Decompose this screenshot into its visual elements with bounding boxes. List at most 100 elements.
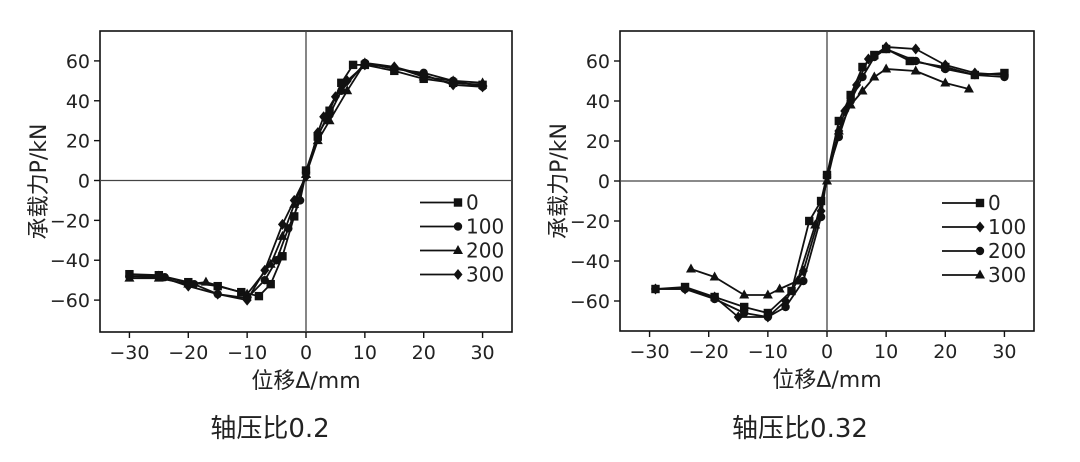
data-point-300: [183, 280, 193, 292]
legend-marker-200: [975, 246, 985, 256]
data-point-300: [289, 194, 299, 206]
legend-marker-100: [453, 222, 463, 231]
data-point-200: [858, 72, 867, 82]
data-point-100: [852, 79, 862, 91]
x-axis-title: 位移Δ/mm: [772, 368, 881, 393]
data-point-0: [337, 78, 346, 88]
data-point-300: [709, 271, 720, 281]
y-tick-label: 0: [78, 171, 90, 193]
data-point-200: [816, 212, 826, 222]
data-point-300: [301, 171, 311, 183]
data-point-300: [940, 77, 951, 87]
chart-panel-right: 轴压比0.32 −30 −20 −10 0 10 20 30 −60 −40 −20 0 20 40 60…: [540, 0, 1080, 462]
chart-axial-ratio-0-32: 轴压比0.32 −30 −20 −10 0 10 20 30 −60 −40 −20 0 20 40 60…: [547, 30, 1035, 444]
data-point-300: [833, 125, 844, 135]
data-point-100: [911, 43, 921, 55]
x-tick-label: 30: [992, 341, 1016, 363]
data-point-200: [763, 312, 773, 322]
data-point-300: [389, 61, 399, 73]
data-point-200: [970, 70, 980, 80]
data-point-300: [448, 79, 458, 91]
data-point-200: [941, 64, 950, 74]
chart-panel-left: 轴压比0.2 −30 −20 −10 0 10 20 30 −60 −40 −20 0 20 40 60 位…: [27, 30, 513, 444]
series-line-300: [690, 68, 970, 296]
data-point-300: [685, 263, 696, 273]
x-tick-label: −10: [748, 341, 788, 363]
data-point-300: [154, 270, 164, 282]
data-point-0: [905, 56, 914, 66]
x-tick-label: 30: [470, 342, 494, 364]
x-tick-label: −30: [630, 341, 670, 363]
y-tick-label: 60: [586, 51, 610, 73]
legend-marker-0: [975, 198, 985, 208]
legend-marker-300: [975, 269, 985, 279]
data-point-200: [324, 115, 335, 125]
data-point-200: [342, 85, 353, 95]
data-point-200: [710, 294, 719, 304]
data-point-300: [478, 81, 488, 93]
data-point-300: [845, 99, 856, 109]
legend-label-100: 100: [466, 215, 504, 239]
y-tick-label: 60: [66, 51, 90, 73]
data-point-300: [360, 59, 370, 71]
legend-label-100: 100: [988, 215, 1026, 239]
data-point-300: [869, 71, 880, 81]
data-point-300: [857, 85, 868, 95]
x-tick-label: −20: [689, 341, 729, 363]
data-point-0: [805, 216, 814, 226]
data-point-200: [781, 302, 790, 312]
data-point-0: [846, 90, 855, 100]
data-point-300: [910, 65, 921, 75]
legend-marker-200: [453, 245, 463, 255]
data-point-100: [863, 53, 873, 65]
data-point-100: [260, 275, 269, 285]
data-point-200: [265, 258, 276, 268]
y-tick-label: 20: [586, 131, 610, 153]
data-point-200: [911, 56, 920, 66]
data-point-300: [792, 275, 803, 285]
data-point-300: [342, 75, 352, 87]
y-tick-label: −60: [570, 291, 610, 313]
legend-label-200: 200: [988, 239, 1026, 263]
chart-caption: 轴压比0.2: [210, 414, 329, 444]
x-tick-label: 10: [353, 342, 377, 364]
series-line-300: [129, 63, 483, 302]
x-tick-label: −10: [227, 342, 267, 364]
data-point-0: [266, 279, 275, 289]
data-point-300: [277, 218, 287, 230]
data-point-300: [242, 294, 252, 306]
x-tick-label: −30: [109, 342, 149, 364]
x-tick-label: 20: [933, 341, 957, 363]
data-point-300: [774, 283, 785, 293]
data-point-300: [963, 83, 974, 93]
data-point-200: [277, 230, 288, 240]
legend-label-0: 0: [466, 191, 479, 215]
data-point-300: [419, 69, 429, 81]
y-tick-label: −40: [50, 250, 90, 272]
y-tick-label: −20: [570, 211, 610, 233]
legend-label-200: 200: [466, 239, 504, 263]
data-point-100: [295, 196, 305, 205]
data-point-300: [881, 63, 892, 73]
y-tick-label: 40: [66, 91, 90, 113]
legend-label-0: 0: [988, 191, 1001, 215]
data-point-0: [278, 252, 287, 261]
legend-label-300: 300: [988, 263, 1026, 287]
x-axis-title: 位移Δ/mm: [251, 369, 360, 394]
data-point-200: [870, 52, 879, 62]
y-tick-label: −40: [570, 251, 610, 273]
y-axis-title: 承载力P/kN: [27, 124, 52, 240]
data-point-200: [680, 284, 690, 294]
legend-marker-0: [453, 198, 463, 207]
data-point-300: [330, 91, 340, 103]
y-tick-label: 40: [586, 91, 610, 113]
data-point-0: [348, 60, 358, 70]
data-point-300: [762, 289, 773, 299]
legend-label-300: 300: [466, 263, 504, 287]
data-point-0: [740, 302, 749, 312]
x-tick-label: 0: [821, 341, 833, 363]
data-point-300: [822, 175, 832, 185]
data-point-200: [881, 44, 891, 54]
data-point-0: [834, 116, 844, 126]
x-tick-label: −20: [168, 342, 208, 364]
